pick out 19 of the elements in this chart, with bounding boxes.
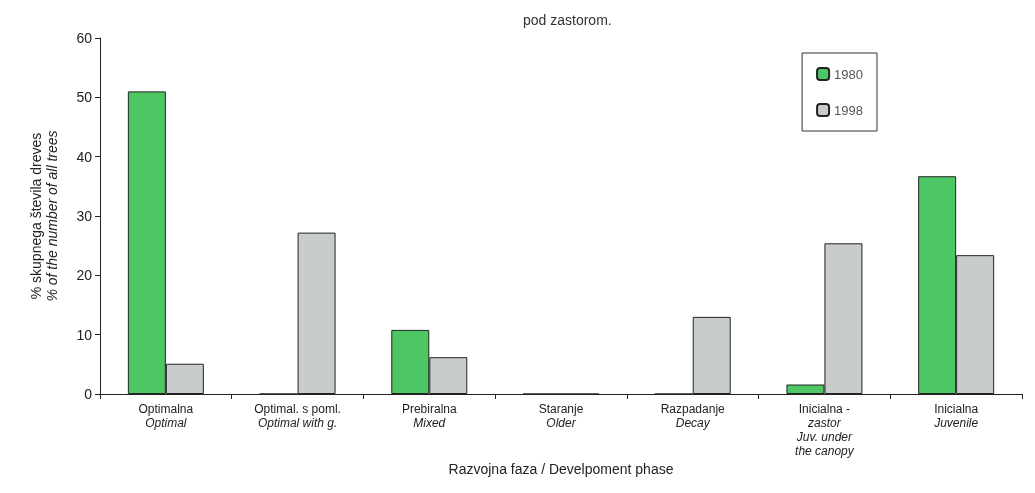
- y-tick-label: 10: [76, 326, 93, 343]
- x-tick-label: Staranje Older: [538, 402, 584, 430]
- x-tick-label: Prebiralna Mixed: [401, 402, 457, 430]
- x-tick-label: Razpadanje Decay: [660, 402, 726, 430]
- y-tick-label: 30: [76, 208, 93, 224]
- x-tick-label: Optimal. s poml. Optimal with g.: [254, 402, 341, 430]
- y-tick-label: 20: [76, 267, 93, 284]
- y-tick-label: 0: [84, 386, 93, 402]
- y-tick-label: 40: [76, 148, 93, 165]
- x-tick-label: Optimalna Optimal: [138, 402, 194, 430]
- x-tick-label: Inicialna - zastor Juv. under the canopy: [795, 402, 855, 458]
- chart-title: pod zastorom.: [523, 12, 612, 28]
- y-tick-label: 60: [76, 30, 93, 46]
- legend-label: 1980: [834, 66, 863, 82]
- y-axis-title: % skupnega števila dreves % of the number of all trees: [28, 130, 60, 302]
- y-tick-label: 50: [76, 89, 93, 106]
- x-tick-label: Inicialna Juvenile: [933, 402, 979, 430]
- x-axis-title: Razvojna faza / Develpoment phase: [448, 460, 674, 477]
- legend-label: 1998: [834, 102, 863, 118]
